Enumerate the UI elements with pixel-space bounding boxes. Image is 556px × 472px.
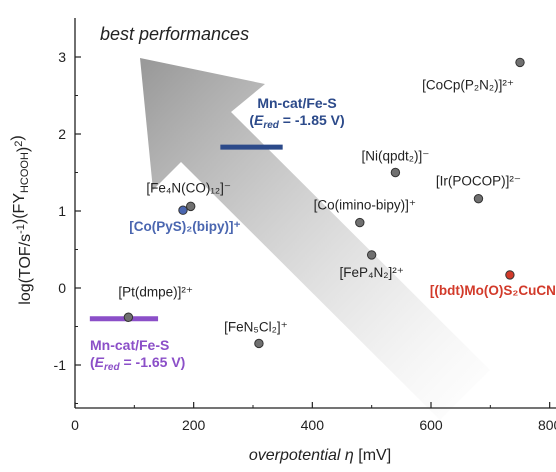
point-label: [FeP₄N₂]²⁺ <box>339 265 403 280</box>
range-bar-name: Mn-cat/Fe-S <box>90 337 169 353</box>
point-label: [Ni(qpdt₂)]⁻ <box>361 149 429 164</box>
data-point <box>123 312 134 322</box>
y-tick-label: -1 <box>54 357 67 373</box>
range-bar-ered: (Ered = -1.65 V) <box>90 354 185 373</box>
data-point <box>473 193 484 204</box>
y-tick-label: 0 <box>58 280 66 296</box>
y-axis-title: log(TOF/s-1)(FYHCOOH)2) <box>9 135 34 304</box>
data-point <box>366 250 377 260</box>
point-label: [(bdt)Mo(O)S₂CuCN]²⁻ <box>430 283 556 298</box>
axes: -1 0 1 2 3 0 200 400 600 800 overpotential η [mV] l… <box>9 18 556 464</box>
data-point <box>178 205 188 215</box>
point-label: [Co(imino-bipy)]⁺ <box>314 198 416 213</box>
data-points <box>123 57 525 349</box>
x-tick-label: 0 <box>71 417 79 433</box>
point-label: [CoCp(P₂N₂)]²⁺ <box>422 77 514 92</box>
y-tick-label: 1 <box>58 203 66 219</box>
point-label: [Pt(dmpe)]²⁺ <box>118 284 193 299</box>
data-point <box>390 167 401 178</box>
point-label: [Ir(POCOP)]²⁻ <box>436 174 521 189</box>
range-bars: Mn-cat/Fe-S(Ered = -1.85 V)Mn-cat/Fe-S(E… <box>89 95 345 373</box>
x-tick-label: 800 <box>538 417 556 433</box>
data-point <box>186 201 196 212</box>
data-point <box>254 338 264 349</box>
x-tick-label: 400 <box>301 417 325 433</box>
x-tick-label: 600 <box>419 417 443 433</box>
data-point <box>355 217 365 228</box>
point-label: [Co(PyS)₂(bipy)]⁺ <box>129 219 240 234</box>
x-tick-label: 200 <box>182 417 206 433</box>
range-bar-name: Mn-cat/Fe-S <box>257 95 336 111</box>
data-point <box>505 270 515 280</box>
y-tick-label: 3 <box>58 49 66 65</box>
range-bar-ered: (Ered = -1.85 V) <box>249 112 344 131</box>
x-axis-title: overpotential η [mV] <box>249 447 391 464</box>
point-label: [FeN₅Cl₂]⁺ <box>224 319 288 334</box>
data-point <box>515 57 525 68</box>
point-label: [Fe₄N(CO)₁₂]⁻ <box>146 180 231 195</box>
point-labels: [CoCp(P₂N₂)]²⁺ [Ni(qpdt₂)]⁻ [Ir(POCOP)]²⁻ [… <box>118 77 556 334</box>
arrow-label: best performances <box>100 24 249 44</box>
y-tick-label: 2 <box>58 126 66 142</box>
